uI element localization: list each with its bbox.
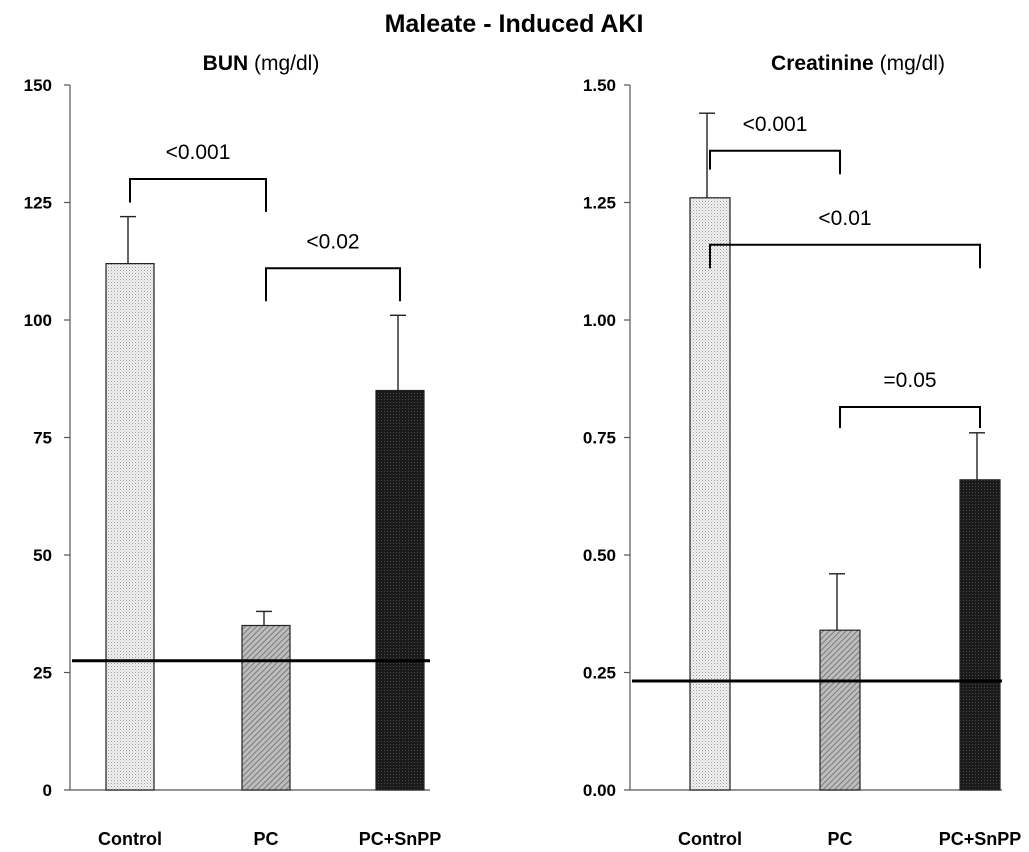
bun-bar-pc-snpp bbox=[375, 389, 425, 791]
bun-p-value-label: <0.02 bbox=[306, 230, 359, 253]
creatinine-y-tick-label: 1.50 bbox=[583, 76, 616, 95]
bun-panel-title-unit: (mg/dl) bbox=[254, 52, 319, 75]
bun-y-tick-label: 100 bbox=[24, 311, 52, 330]
creatinine-panel-title: Creatinine (mg/dl) bbox=[771, 52, 945, 75]
creatinine-y-tick-label: 0.50 bbox=[583, 546, 616, 565]
bun-x-label-control: Control bbox=[98, 829, 162, 849]
creatinine-significance-bracket bbox=[709, 149, 841, 175]
bun-p-value-label: <0.001 bbox=[166, 141, 231, 164]
bun-bar-pc bbox=[241, 624, 291, 791]
bun-y-tick-label: 50 bbox=[33, 546, 52, 565]
creatinine-y-tick-label: 1.25 bbox=[583, 194, 616, 213]
creatinine-panel: Creatinine (mg/dl) 0.00 0.25 0.50 0.75 1.00 1… bbox=[583, 52, 1021, 849]
creatinine-panel-title-bold: Creatinine bbox=[771, 52, 874, 75]
bun-bar-control bbox=[105, 263, 155, 791]
bun-y-tick-label: 125 bbox=[24, 194, 52, 213]
creatinine-y-tick-label: 0.75 bbox=[583, 429, 616, 448]
creatinine-p-value-label: <0.01 bbox=[818, 207, 871, 230]
creatinine-p-value-label: <0.001 bbox=[743, 113, 808, 136]
creatinine-bar-pc-snpp bbox=[959, 479, 1001, 791]
bun-y-tick-label: 75 bbox=[33, 429, 52, 448]
creatinine-p-value-label: =0.05 bbox=[883, 369, 936, 392]
creatinine-bar-control bbox=[689, 197, 731, 791]
bun-significance-bracket bbox=[265, 267, 401, 302]
creatinine-y-tick-label: 1.00 bbox=[583, 311, 616, 330]
bun-y-tick-label: 150 bbox=[24, 76, 52, 95]
bun-x-label-pc: PC bbox=[253, 829, 278, 849]
bun-significance-bracket bbox=[129, 178, 267, 212]
bun-panel-title: BUN (mg/dl) bbox=[203, 52, 320, 75]
creatinine-y-tick-label: 0.00 bbox=[583, 781, 616, 800]
creatinine-y-tick-label: 0.25 bbox=[583, 664, 616, 683]
creatinine-x-label-control: Control bbox=[678, 829, 742, 849]
creatinine-x-label-pc: PC bbox=[827, 829, 852, 849]
bun-y-tick-label: 25 bbox=[33, 664, 52, 683]
creatinine-x-label-pc-snpp: PC+SnPP bbox=[939, 829, 1022, 849]
creatinine-panel-title-unit: (mg/dl) bbox=[880, 52, 945, 75]
creatinine-significance-bracket bbox=[709, 243, 981, 269]
bun-x-label-pc-snpp: PC+SnPP bbox=[359, 829, 442, 849]
bun-y-tick-label: 0 bbox=[43, 781, 52, 800]
bun-panel-title-bold: BUN bbox=[203, 52, 249, 75]
creatinine-bar-pc bbox=[819, 629, 861, 791]
creatinine-significance-bracket bbox=[839, 405, 981, 429]
figure-title: Maleate - Induced AKI bbox=[385, 10, 644, 38]
bun-panel: BUN (mg/dl) 0 25 50 75 100 125 150 Control PC PC+… bbox=[24, 52, 442, 849]
